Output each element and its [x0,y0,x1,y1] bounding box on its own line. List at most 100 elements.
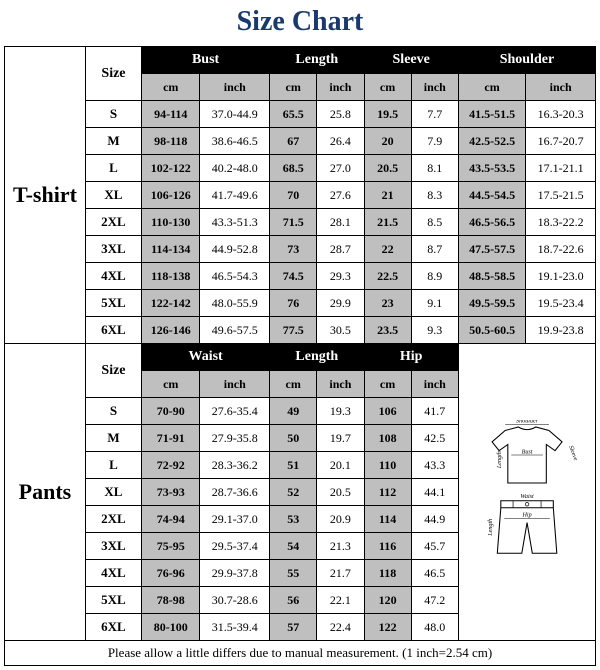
col-header: Hip [364,344,458,371]
cell: 16.3-20.3 [526,101,596,128]
cell: 75-95 [142,533,200,560]
cell: 19.7 [317,425,364,452]
cell: 73-93 [142,479,200,506]
cell: cm [270,371,317,398]
cell: 5XL [85,587,141,614]
cell: 112 [364,479,411,506]
cell: 57 [270,614,317,641]
cell: 22.4 [317,614,364,641]
cell: 22.1 [317,587,364,614]
cell: 7.9 [411,128,458,155]
cell: 8.1 [411,155,458,182]
cell: 122 [364,614,411,641]
cell: 37.0-44.9 [200,101,270,128]
shorts-diagram-icon: Waist Hip Length [463,492,591,562]
cell: 106 [364,398,411,425]
size-chart-table: T-shirtSizeBustLengthSleeveShouldercminc… [4,46,596,641]
cell: L [85,452,141,479]
cell: 29.9 [317,290,364,317]
cell: 9.1 [411,290,458,317]
col-header: Shoulder [458,47,595,74]
cell: 68.5 [270,155,317,182]
cell: 21 [364,182,411,209]
cell: 53 [270,506,317,533]
cell: 4XL [85,263,141,290]
cell: 42.5 [411,425,458,452]
cell: 73 [270,236,317,263]
cell: 49 [270,398,317,425]
svg-text:Hip: Hip [521,513,531,519]
cell: 98-118 [142,128,200,155]
cell: 19.1-23.0 [526,263,596,290]
table-row: 6XL126-14649.6-57.577.530.523.59.350.5-6… [5,317,596,344]
cell: S [85,398,141,425]
cell: 56 [270,587,317,614]
cell: 21.3 [317,533,364,560]
cell: 29.5-37.4 [200,533,270,560]
cell: 106-126 [142,182,200,209]
cell: 46.5 [411,560,458,587]
tshirt-label: T-shirt [5,47,86,344]
cell: 25.8 [317,101,364,128]
cell: 44.9-52.8 [200,236,270,263]
cell: 46.5-56.5 [458,209,525,236]
cell: 78-98 [142,587,200,614]
cell: L [85,155,141,182]
table-row: M98-11838.6-46.56726.4207.942.5-52.516.7… [5,128,596,155]
cell: 42.5-52.5 [458,128,525,155]
cell: 120 [364,587,411,614]
svg-text:Waist: Waist [520,494,534,500]
cell: 23.5 [364,317,411,344]
page-title: Size Chart [4,6,596,38]
cell: cm [270,74,317,101]
cell: 41.7 [411,398,458,425]
svg-text:Length: Length [488,519,494,537]
cell: 6XL [85,317,141,344]
cell: 50 [270,425,317,452]
cell: 49.6-57.5 [200,317,270,344]
cell: 3XL [85,236,141,263]
cell: 27.9-35.8 [200,425,270,452]
cell: 9.3 [411,317,458,344]
cell: 27.6-35.4 [200,398,270,425]
cell: inch [317,74,364,101]
cell: 76 [270,290,317,317]
diagram-cell: Shoulder Bust Sleeve Length Waist Hip Le… [458,344,595,641]
cell: 108 [364,425,411,452]
cell: 47.2 [411,587,458,614]
cell: 55 [270,560,317,587]
cell: 26.4 [317,128,364,155]
cell: inch [317,371,364,398]
cell: 5XL [85,290,141,317]
cell: 23 [364,290,411,317]
cell: 19.3 [317,398,364,425]
cell: XL [85,479,141,506]
cell: 20.1 [317,452,364,479]
cell: 6XL [85,614,141,641]
size-header: Size [85,344,141,398]
cell: 67 [270,128,317,155]
cell: 7.7 [411,101,458,128]
table-row: 4XL118-13846.5-54.374.529.322.58.948.5-5… [5,263,596,290]
pants-label: Pants [5,344,86,641]
cell: 116 [364,533,411,560]
cell: inch [411,371,458,398]
svg-text:Sleeve: Sleeve [567,445,578,462]
cell: 18.7-22.6 [526,236,596,263]
cell: 54 [270,533,317,560]
cell: 28.3-36.2 [200,452,270,479]
cell: 20 [364,128,411,155]
svg-text:Shoulder: Shoulder [516,420,539,425]
cell: 74-94 [142,506,200,533]
cell: inch [526,74,596,101]
cell: 19.5 [364,101,411,128]
cell: 18.3-22.2 [526,209,596,236]
cell: 8.9 [411,263,458,290]
cell: 38.6-46.5 [200,128,270,155]
cell: 41.5-51.5 [458,101,525,128]
col-header: Waist [142,344,270,371]
cell: inch [200,74,270,101]
cell: cm [364,74,411,101]
cell: inch [200,371,270,398]
tshirt-diagram-icon: Shoulder Bust Sleeve Length [463,420,591,490]
